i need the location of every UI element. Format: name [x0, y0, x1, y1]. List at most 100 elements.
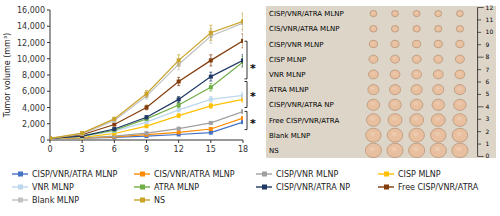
tumor-highlight: [393, 27, 396, 29]
tumor-body: [413, 11, 420, 17]
tumor-highlight: [456, 132, 461, 136]
series: [50, 57, 243, 140]
y-axis-label: Tumor volume (mm³): [3, 33, 12, 118]
tumor-body: [368, 70, 378, 79]
bracket: [245, 111, 248, 129]
error-bar: [209, 83, 212, 90]
tumor-body: [435, 26, 442, 33]
error-bar-cap: [242, 98, 244, 99]
photo-label: Free CISP/VNR/ATRA: [269, 117, 339, 125]
legend-marker: [262, 172, 267, 177]
tumor-body: [452, 143, 468, 158]
tumor: [367, 99, 379, 110]
photo-panel: CISP/VNR/ATRA MLNPCIS/VNR/ATRA MLNPCISP/…: [266, 4, 496, 160]
tumor-highlight: [458, 42, 461, 44]
marker: [112, 127, 116, 131]
tumor-body: [430, 143, 446, 158]
legend-label: VNR MLNP: [32, 183, 74, 192]
tumor-highlight: [436, 72, 439, 75]
tumor-body: [409, 128, 424, 142]
tumor: [387, 128, 402, 142]
tumor: [432, 99, 444, 110]
tumor: [430, 143, 446, 158]
error-bar-cap: [242, 13, 244, 14]
tumor-body: [369, 40, 377, 47]
axes: 036912151802,0004,0006,0008,00010,00012,…: [17, 6, 248, 154]
marker: [112, 123, 116, 127]
y-tick-label: 8,000: [22, 71, 45, 80]
tumor-highlight: [458, 12, 460, 14]
tumor-body: [392, 11, 399, 17]
tumor-highlight: [414, 117, 419, 121]
tumor-body: [431, 114, 445, 127]
tumor: [435, 11, 442, 17]
tumor-highlight: [370, 117, 375, 121]
marker: [50, 136, 52, 140]
tumor: [412, 70, 422, 79]
x-tick: [210, 140, 211, 143]
marker: [50, 136, 52, 140]
series: [50, 55, 243, 140]
tumor-body: [411, 85, 422, 95]
series-line: [50, 23, 243, 138]
tumor-highlight: [414, 102, 418, 105]
tumor-body: [391, 55, 400, 63]
tumor-highlight: [414, 72, 417, 75]
annotation: *: [250, 90, 256, 103]
marker: [241, 116, 243, 120]
marker: [112, 135, 116, 139]
tumor: [389, 99, 401, 110]
tumor-highlight: [370, 147, 376, 151]
error-bar-cap: [242, 33, 244, 34]
legend-label: NS: [154, 196, 165, 205]
photo-label: VNR MLNP: [269, 71, 306, 79]
marker: [80, 131, 84, 135]
x-tick: [114, 140, 115, 143]
error-bar-cap: [209, 90, 212, 91]
tumor: [410, 99, 422, 110]
tumor-body: [433, 85, 444, 95]
marker: [209, 127, 213, 131]
error-bar-cap: [177, 54, 180, 55]
legend-marker: [140, 198, 145, 203]
x-tick-label: 0: [47, 145, 52, 154]
tumor: [456, 26, 463, 33]
tumor: [434, 40, 442, 47]
ruler-label: 5: [486, 90, 490, 97]
ruler-tick: [478, 119, 482, 120]
legend-item: CISP/VNR/ATRA NP: [256, 183, 350, 192]
tumor: [454, 99, 466, 110]
marker: [145, 106, 149, 110]
marker: [80, 132, 84, 136]
marker: [241, 19, 243, 23]
marker: [145, 92, 149, 96]
x-tick-label: 12: [174, 145, 184, 154]
ruler-tick: [478, 19, 482, 20]
y-tick-label: 0: [40, 136, 45, 145]
ruler-label: 11: [486, 16, 494, 23]
tumor: [413, 11, 420, 17]
marker: [50, 136, 52, 140]
ruler-tick: [478, 7, 484, 8]
tumor-body: [387, 143, 403, 158]
tumor-highlight: [393, 87, 397, 90]
marker: [241, 120, 243, 124]
x-tick: [243, 140, 244, 143]
bracket: [245, 82, 248, 108]
legend-marker: [384, 172, 389, 177]
tumor: [435, 26, 442, 33]
tumor-highlight: [458, 72, 461, 75]
legend-item: Blank MLNP: [12, 196, 79, 205]
photo-label: CISP/VNR/ATRA MLNP: [269, 10, 344, 18]
x-tick-label: 3: [80, 145, 85, 154]
plot-area: [50, 13, 243, 140]
legend-item: CISP MLNP: [378, 170, 441, 179]
tumor-highlight: [392, 117, 397, 121]
ruler-label: 2: [486, 128, 490, 135]
tumor-body: [454, 85, 465, 95]
tumor-body: [390, 70, 400, 79]
ruler-tick: [478, 57, 484, 58]
tumor: [455, 70, 465, 79]
tumor-highlight: [393, 42, 396, 44]
tumor-highlight: [436, 87, 440, 90]
